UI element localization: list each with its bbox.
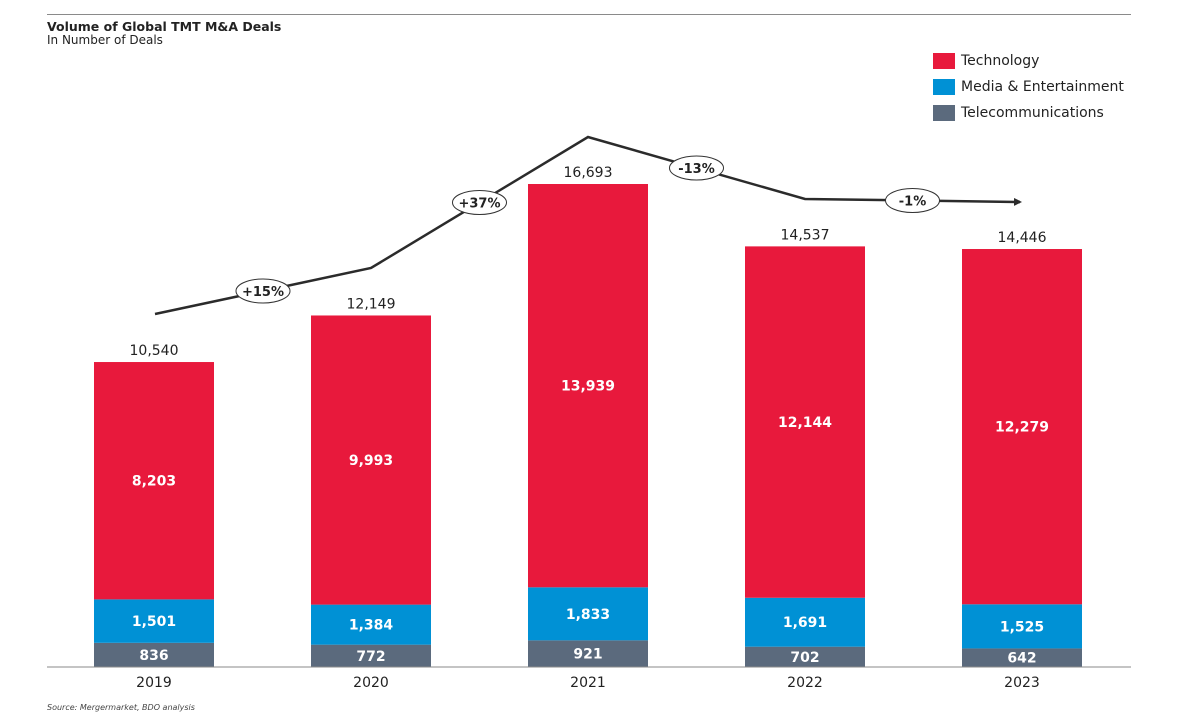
growth-bubble-4 <box>885 188 940 213</box>
bar-media-2021 <box>528 587 648 641</box>
total-label-2022: 14,537 <box>781 227 830 243</box>
total-label-2019: 10,540 <box>130 343 179 359</box>
data-label-technology-2019: 8,203 <box>132 474 176 490</box>
bar-telecom-2020 <box>311 644 431 667</box>
data-label-media-2019: 1,501 <box>132 614 176 630</box>
bar-technology-2021 <box>528 184 648 588</box>
legend-swatch-technology <box>933 53 955 69</box>
data-label-technology-2020: 9,993 <box>349 453 393 469</box>
data-label-technology-2022: 12,144 <box>778 415 832 431</box>
growth-label-4: -1% <box>899 195 926 210</box>
data-label-telecom-2021: 921 <box>573 647 602 663</box>
x-tick-label-2020: 2020 <box>353 675 389 691</box>
total-label-2020: 12,149 <box>347 296 396 312</box>
bar-telecom-2022 <box>745 646 865 667</box>
legend-label-telecom: Telecommunications <box>961 105 1104 121</box>
x-tick-label-2019: 2019 <box>136 675 172 691</box>
bar-telecom-2023 <box>962 648 1082 667</box>
legend-item-media: Media & Entertainment <box>933 74 1124 100</box>
legend: Technology Media & Entertainment Telecom… <box>933 48 1124 126</box>
legend-item-technology: Technology <box>933 48 1124 74</box>
bar-media-2019 <box>94 599 214 643</box>
legend-label-technology: Technology <box>961 53 1040 69</box>
data-label-telecom-2019: 836 <box>139 648 168 664</box>
total-label-2021: 16,693 <box>564 165 613 181</box>
x-tick-label-2021: 2021 <box>570 675 606 691</box>
legend-label-media: Media & Entertainment <box>961 79 1124 95</box>
x-tick-label-2022: 2022 <box>787 675 823 691</box>
growth-label-1: +15% <box>242 285 284 300</box>
chart-title: Volume of Global TMT M&A Deals <box>47 19 282 34</box>
data-label-media-2023: 1,525 <box>1000 619 1044 635</box>
growth-bubble-2 <box>452 190 507 215</box>
bar-telecom-2019 <box>94 642 214 667</box>
growth-label-2: +37% <box>458 197 500 212</box>
data-label-media-2020: 1,384 <box>349 618 394 634</box>
data-label-telecom-2020: 772 <box>356 649 385 665</box>
trend-arrow-line <box>154 135 1022 316</box>
source-note: Source: Mergermarket, BDO analysis <box>47 703 195 712</box>
bar-technology-2023 <box>962 249 1082 605</box>
bar-technology-2019 <box>94 362 214 600</box>
bar-media-2023 <box>962 604 1082 649</box>
data-label-media-2021: 1,833 <box>566 607 610 623</box>
data-label-telecom-2022: 702 <box>790 650 819 666</box>
top-rule <box>47 14 1131 15</box>
bar-media-2020 <box>311 604 431 645</box>
legend-item-telecom: Telecommunications <box>933 100 1124 126</box>
data-label-technology-2021: 13,939 <box>561 379 615 395</box>
growth-label-3: -13% <box>678 162 715 177</box>
data-label-media-2022: 1,691 <box>783 615 827 631</box>
legend-swatch-media <box>933 79 955 95</box>
data-label-technology-2023: 12,279 <box>995 420 1049 436</box>
bar-media-2022 <box>745 597 865 647</box>
total-label-2023: 14,446 <box>998 230 1047 246</box>
data-label-telecom-2023: 642 <box>1007 651 1036 667</box>
legend-swatch-telecom <box>933 105 955 121</box>
bar-technology-2022 <box>745 246 865 598</box>
chart-subtitle: In Number of Deals <box>47 33 163 47</box>
bar-telecom-2021 <box>528 640 648 667</box>
bar-technology-2020 <box>311 315 431 605</box>
x-tick-label-2023: 2023 <box>1004 675 1040 691</box>
growth-bubble-1 <box>235 278 291 304</box>
growth-bubble-3 <box>669 155 724 181</box>
